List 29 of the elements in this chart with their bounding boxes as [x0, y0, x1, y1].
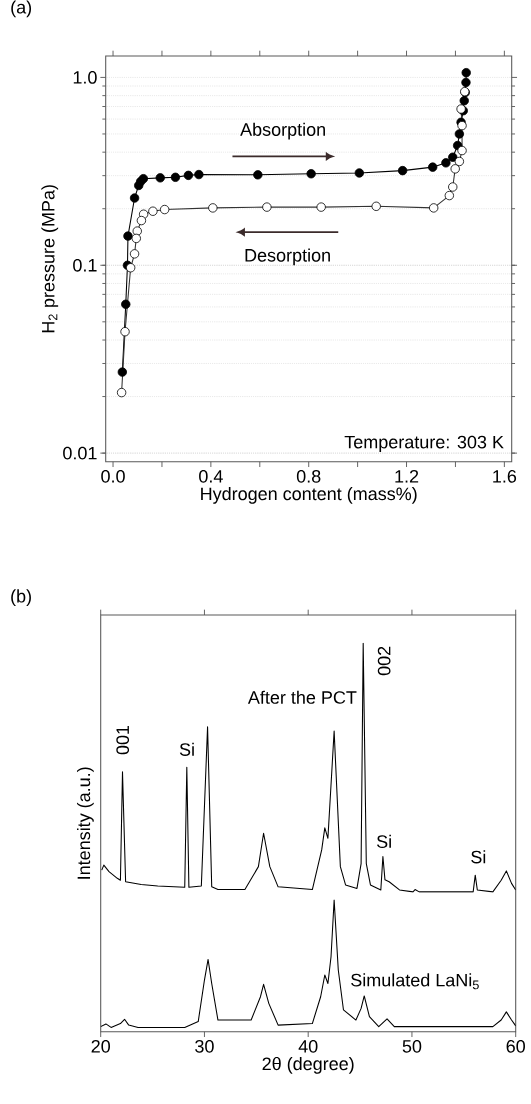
series-label: After the PCT [247, 690, 357, 704]
x-tick-label: 40 [298, 1039, 318, 1053]
chart-title: (a) [11, 0, 32, 18]
annotation: Si [471, 850, 486, 864]
y-axis-title: H$_{2}$ pressure (MPa) [41, 185, 59, 333]
y-tick-label: 1.0 [73, 71, 97, 84]
x-tick-label: 30 [195, 1039, 214, 1053]
x-tick-label: 0.4 [199, 469, 223, 483]
annotation: Si [376, 834, 391, 848]
annotation: Temperature: 303 K [344, 435, 504, 452]
y-axis-title: Intensity (a.u.) [76, 767, 94, 879]
annotation: 002 [377, 646, 391, 676]
y-tick-label: 0.01 [63, 446, 97, 460]
x-tick-label: 20 [91, 1039, 111, 1053]
annotation: Desorption [245, 248, 330, 266]
x-axis-title: Hydrogen content (mass%) [201, 486, 417, 504]
annotation: Absorption [240, 122, 325, 140]
x-tick-label: 50 [402, 1039, 422, 1053]
y-tick-label: 0.1 [73, 258, 97, 272]
x-tick-label: 60 [506, 1039, 525, 1053]
x-tick-label: 0.8 [296, 469, 321, 483]
series-label: Simulated LaNi$_{5}$ [351, 973, 479, 990]
x-axis-title: 2θ (degree) [262, 1056, 354, 1074]
chart-title: (b) [11, 589, 31, 607]
annotation: Si [179, 742, 194, 756]
x-tick-label: 0.0 [101, 469, 125, 483]
x-tick-label: 1.6 [493, 469, 517, 483]
x-tick-label: 1.2 [395, 469, 419, 483]
annotation: 001 [116, 725, 130, 755]
